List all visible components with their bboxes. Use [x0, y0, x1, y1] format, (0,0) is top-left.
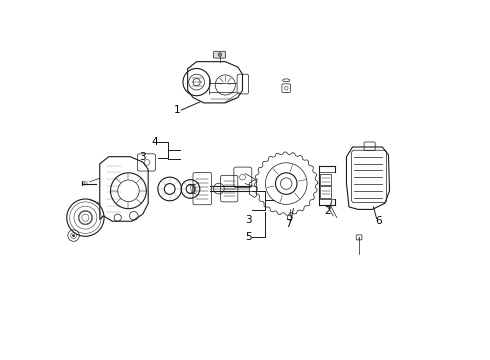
Text: 5: 5 — [245, 232, 252, 242]
FancyBboxPatch shape — [214, 51, 225, 58]
Text: 2: 2 — [324, 206, 331, 216]
Circle shape — [218, 53, 221, 56]
Bar — [320, 174, 331, 185]
Text: 4: 4 — [151, 137, 158, 147]
Text: 1: 1 — [173, 105, 180, 115]
Text: 3: 3 — [140, 152, 146, 162]
Circle shape — [73, 234, 74, 237]
Text: 6: 6 — [375, 216, 382, 226]
Text: 7: 7 — [286, 219, 292, 229]
Bar — [320, 186, 331, 198]
Text: 3: 3 — [245, 215, 252, 225]
